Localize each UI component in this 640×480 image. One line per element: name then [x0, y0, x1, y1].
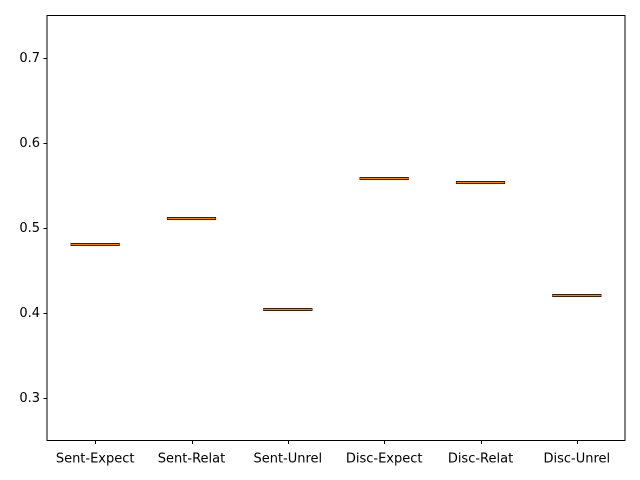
plot-frame: [46, 15, 626, 441]
x-tick-label: Disc-Expect: [346, 452, 423, 467]
x-tick-label: Sent-Unrel: [253, 452, 322, 467]
x-axis: Sent-Expect Sent-Relat Sent-Unrel Disc-Expe…: [56, 440, 610, 467]
y-axis: 0.3 0.4 0.5 0.6 0.7: [19, 51, 47, 406]
x-tick-label: Sent-Expect: [56, 452, 135, 467]
y-tick-label: 0.6: [19, 136, 40, 151]
x-tick-label: Sent-Relat: [158, 452, 225, 467]
y-tick-label: 0.4: [19, 306, 40, 321]
x-tick-label: Disc-Relat: [448, 452, 513, 467]
x-tick-label: Disc-Unrel: [543, 452, 610, 467]
y-tick-label: 0.5: [19, 221, 40, 236]
data-marks: [70, 177, 602, 311]
y-tick-label: 0.7: [19, 51, 40, 66]
y-tick-label: 0.3: [19, 391, 40, 406]
